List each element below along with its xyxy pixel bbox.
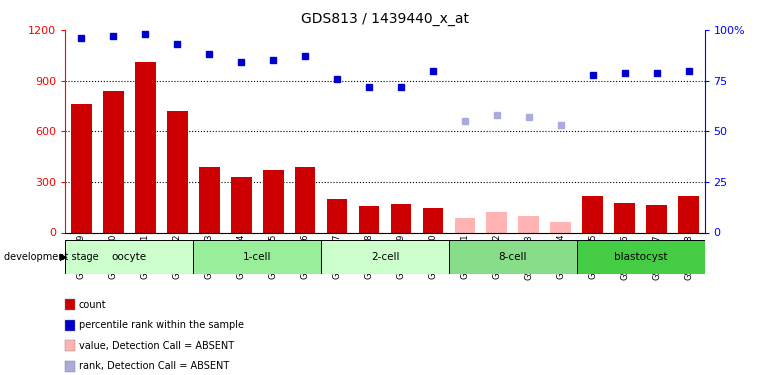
Text: value, Detection Call = ABSENT: value, Detection Call = ABSENT xyxy=(79,341,233,351)
Bar xyxy=(646,205,667,232)
Text: ▶: ▶ xyxy=(60,252,68,262)
Bar xyxy=(135,62,156,232)
Bar xyxy=(390,204,411,232)
Text: 1-cell: 1-cell xyxy=(243,252,272,262)
Bar xyxy=(167,111,188,232)
Bar xyxy=(231,177,252,232)
Bar xyxy=(423,208,444,232)
Bar xyxy=(551,222,571,232)
Bar xyxy=(71,104,92,232)
Bar xyxy=(614,203,635,232)
Bar xyxy=(577,240,705,274)
Bar xyxy=(454,218,475,232)
Bar xyxy=(326,199,347,232)
Bar xyxy=(321,240,449,274)
Bar xyxy=(65,240,193,274)
Bar xyxy=(518,216,539,232)
Bar xyxy=(678,196,699,232)
Text: 8-cell: 8-cell xyxy=(498,252,527,262)
Text: blastocyst: blastocyst xyxy=(614,252,668,262)
Bar xyxy=(193,240,321,274)
Text: oocyte: oocyte xyxy=(112,252,147,262)
Text: rank, Detection Call = ABSENT: rank, Detection Call = ABSENT xyxy=(79,362,229,371)
Bar xyxy=(449,240,577,274)
Text: development stage: development stage xyxy=(4,252,99,262)
Text: count: count xyxy=(79,300,106,309)
Bar xyxy=(582,196,603,232)
Title: GDS813 / 1439440_x_at: GDS813 / 1439440_x_at xyxy=(301,12,469,26)
Text: percentile rank within the sample: percentile rank within the sample xyxy=(79,320,243,330)
Bar xyxy=(263,170,283,232)
Bar xyxy=(103,91,124,232)
Bar xyxy=(487,212,507,232)
Bar xyxy=(359,206,380,232)
Bar xyxy=(199,166,219,232)
Text: 2-cell: 2-cell xyxy=(370,252,400,262)
Bar xyxy=(295,166,316,232)
